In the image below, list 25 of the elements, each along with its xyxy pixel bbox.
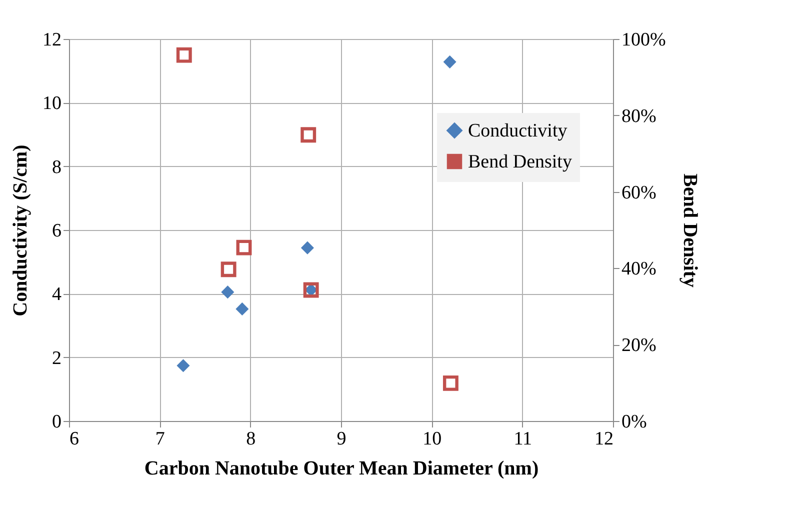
y2-tick-label: 80% — [622, 106, 656, 127]
y2-tick-label: 60% — [622, 182, 656, 204]
x-tick-label: 10 — [422, 428, 442, 450]
legend-label: Bend Density — [468, 152, 572, 172]
x-axis-title: Carbon Nanotube Outer Mean Diameter (nm) — [144, 458, 539, 480]
y-axis-title: Conductivity (S/cm) — [10, 144, 32, 316]
x-tick-label: 7 — [155, 428, 165, 450]
y2-tick-label: 20% — [622, 335, 656, 356]
x-tick-label: 11 — [514, 428, 532, 450]
y-tick-label: 0 — [52, 412, 62, 432]
legend-label: Conductivity — [468, 120, 568, 142]
y-tick-label: 2 — [52, 348, 62, 369]
y-tick-label: 6 — [52, 220, 62, 242]
y2-axis-title: Bend Density — [678, 174, 701, 288]
y2-tick-label: 40% — [622, 258, 656, 280]
x-tick-label: 8 — [246, 428, 256, 450]
x-tick-label: 9 — [336, 428, 346, 450]
y-tick-label: 8 — [52, 156, 62, 178]
y2-tick-label: 0% — [622, 412, 647, 432]
y2-tick-label: 100% — [622, 30, 666, 50]
x-tick-label: 6 — [70, 428, 79, 450]
y-tick-label: 4 — [52, 284, 62, 306]
x-tick-label: 12 — [594, 428, 614, 450]
y-tick-label: 12 — [42, 30, 62, 50]
y-tick-label: 10 — [42, 93, 62, 114]
